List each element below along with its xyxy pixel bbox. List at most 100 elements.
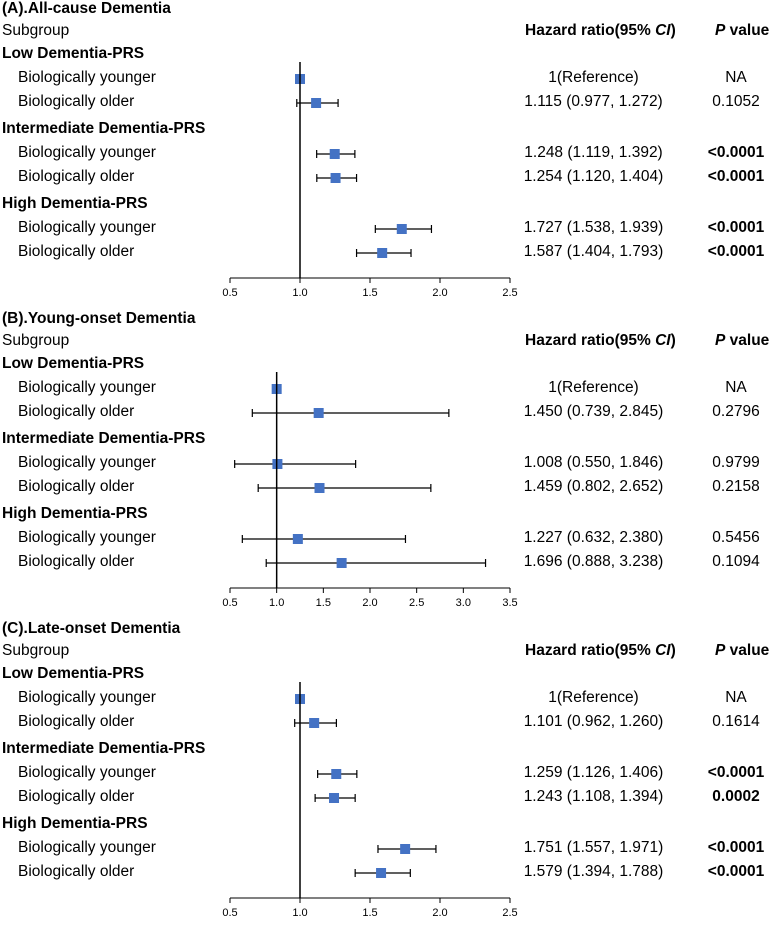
row-label: Biologically older (18, 863, 135, 880)
x-tick-label: 1.5 (362, 287, 377, 299)
row-label: Biologically older (18, 553, 135, 570)
x-tick-label: 1.0 (292, 907, 307, 919)
hazard-ratio-header: Hazard ratio(95% CI) (525, 642, 676, 659)
hazard-ratio-value: 1.259 (1.126, 1.406) (523, 764, 664, 781)
hazard-ratio-value: 1(Reference) (548, 379, 639, 396)
subgroup-header: Subgroup (2, 22, 70, 39)
ci-label: CI (655, 332, 671, 349)
group-heading: High Dementia-PRS (2, 505, 148, 522)
x-tick-label: 2.0 (362, 597, 377, 609)
group-heading: Low Dementia-PRS (2, 665, 145, 682)
hr-marker (396, 224, 407, 234)
forest-panel: (C).Late-onset Dementia Subgroup Hazard ra… (0, 620, 777, 925)
p-value: NA (725, 689, 747, 706)
panel-title: (A).All-cause Dementia (2, 0, 171, 17)
row-label: Biologically younger (18, 764, 156, 781)
p-value: <0.0001 (707, 863, 765, 880)
forest-panel: (A).All-cause Dementia Subgroup Hazard rat… (0, 0, 777, 305)
hr-marker (314, 483, 325, 493)
forest-plot: 0.5 1.0 1.5 2.0 2.5 3.0 3.5 (222, 372, 518, 609)
hazard-ratio-value: 1.696 (0.888, 3.238) (523, 553, 664, 570)
hazard-ratio-value: 1.254 (1.120, 1.404) (523, 168, 664, 185)
group-heading: Intermediate Dementia-PRS (2, 120, 206, 137)
p-value-header: P value (715, 642, 770, 659)
group-heading: Intermediate Dementia-PRS (2, 430, 206, 447)
p-value: 0.5456 (712, 529, 760, 546)
p-value: 0.1614 (712, 713, 760, 730)
p-value-header: P value (715, 22, 770, 39)
subgroup-header: Subgroup (2, 332, 70, 349)
x-tick-label: 2.5 (409, 597, 424, 609)
hazard-ratio-value: 1.751 (1.557, 1.971) (523, 839, 664, 856)
p-label: P (715, 332, 726, 349)
hr-marker (376, 868, 387, 878)
x-tick-label: 0.5 (222, 907, 237, 919)
hazard-ratio-header: Hazard ratio(95% CI) (525, 332, 676, 349)
x-tick-label: 0.5 (222, 597, 237, 609)
hazard-ratio-value: 1.587 (1.404, 1.793) (523, 243, 664, 260)
panel-title: (C).Late-onset Dementia (2, 620, 181, 637)
hr-marker (331, 769, 342, 779)
hr-marker (329, 149, 340, 159)
ci-label: CI (655, 642, 671, 659)
forest-plot: 0.5 1.0 1.5 2.0 2.5 (222, 682, 518, 919)
hazard-ratio-value: 1.227 (0.632, 2.380) (523, 529, 664, 546)
p-value: <0.0001 (707, 168, 765, 185)
hr-marker (329, 793, 340, 803)
row-label: Biologically younger (18, 144, 156, 161)
group-heading: High Dementia-PRS (2, 195, 148, 212)
p-value-header: P value (715, 332, 770, 349)
p-label: P (715, 642, 726, 659)
row-label: Biologically older (18, 478, 135, 495)
hazard-ratio-value: 1.243 (1.108, 1.394) (523, 788, 664, 805)
p-label: P (715, 22, 726, 39)
x-tick-label: 3.0 (456, 597, 471, 609)
hazard-ratio-value: 1.115 (0.977, 1.272) (524, 93, 663, 110)
row-label: Biologically younger (18, 529, 156, 546)
ci-label: CI (655, 22, 671, 39)
x-tick-label: 3.5 (502, 597, 517, 609)
x-tick-label: 2.0 (432, 287, 447, 299)
p-value: 0.0002 (712, 788, 760, 805)
hazard-ratio-value: 1.727 (1.538, 1.939) (523, 219, 664, 236)
row-label: Biologically younger (18, 219, 156, 236)
p-value: 0.1052 (712, 93, 760, 110)
hazard-ratio-value: 1(Reference) (548, 689, 639, 706)
row-label: Biologically older (18, 403, 135, 420)
hazard-ratio-value: 1.101 (0.962, 1.260) (523, 713, 664, 730)
hazard-ratio-value: 1.008 (0.550, 1.846) (523, 454, 664, 471)
row-label: Biologically younger (18, 69, 156, 86)
x-tick-label: 2.0 (432, 907, 447, 919)
group-heading: Intermediate Dementia-PRS (2, 740, 206, 757)
subgroup-header: Subgroup (2, 642, 70, 659)
p-value: 0.2158 (712, 478, 760, 495)
row-label: Biologically older (18, 788, 135, 805)
x-tick-label: 2.5 (502, 907, 517, 919)
hr-marker (336, 558, 347, 568)
x-tick-label: 2.5 (502, 287, 517, 299)
p-value: 0.1094 (712, 553, 760, 570)
hr-marker (313, 408, 324, 418)
p-value: 0.2796 (712, 403, 760, 420)
row-label: Biologically younger (18, 839, 156, 856)
x-tick-label: 1.0 (269, 597, 284, 609)
x-tick-label: 1.5 (362, 907, 377, 919)
group-heading: Low Dementia-PRS (2, 355, 145, 372)
p-value: <0.0001 (707, 243, 765, 260)
row-label: Biologically older (18, 243, 135, 260)
group-heading: Low Dementia-PRS (2, 45, 145, 62)
p-value: 0.9799 (712, 454, 760, 471)
x-tick-label: 0.5 (222, 287, 237, 299)
x-tick-label: 1.0 (292, 287, 307, 299)
hazard-ratio-value: 1.579 (1.394, 1.788) (523, 863, 664, 880)
hr-marker (292, 534, 303, 544)
hazard-ratio-value: 1.450 (0.739, 2.845) (523, 403, 664, 420)
row-label: Biologically older (18, 168, 135, 185)
hazard-ratio-value: 1(Reference) (548, 69, 639, 86)
hr-marker (311, 98, 322, 108)
hazard-ratio-value: 1.248 (1.119, 1.392) (524, 144, 663, 161)
row-label: Biologically younger (18, 689, 156, 706)
p-value: <0.0001 (707, 764, 765, 781)
x-tick-label: 1.5 (316, 597, 331, 609)
forest-plot: 0.5 1.0 1.5 2.0 2.5 (222, 62, 518, 299)
